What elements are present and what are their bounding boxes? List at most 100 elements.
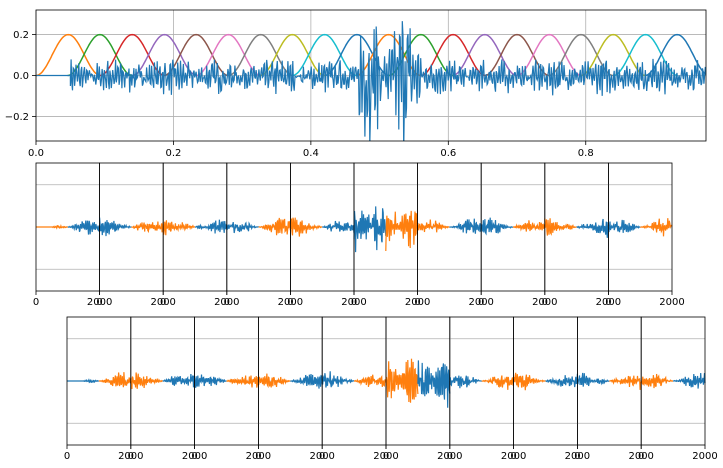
x-tick-label: 0 xyxy=(414,297,420,308)
x-tick-label: 0 xyxy=(478,297,484,308)
x-tick-label: 0.2 xyxy=(165,148,181,159)
x-tick-label: 2000 xyxy=(87,297,112,308)
segment-axes: 0 2000 xyxy=(224,162,303,308)
segment-axes: 0 2000 xyxy=(574,316,654,462)
segment-signal xyxy=(417,360,451,408)
segment-signal xyxy=(673,372,706,389)
x-tick-label: 0 xyxy=(287,297,293,308)
signal-line xyxy=(36,21,706,141)
x-tick-label: 2000 xyxy=(309,451,334,462)
x-tick-label: 2000 xyxy=(501,451,526,462)
x-tick-label: 0 xyxy=(319,451,325,462)
x-tick-label: 2000 xyxy=(373,451,398,462)
top-chart: 0.0 0.2 0.4 0.6 0.8 0.2 0.0 −0.2 xyxy=(5,9,707,159)
segment-signal xyxy=(162,373,195,388)
y-tick-label: 0.2 xyxy=(13,30,29,41)
segment-signal xyxy=(98,372,132,388)
segment-signal xyxy=(449,218,482,234)
x-tick-label: 0 xyxy=(64,451,70,462)
window-curve xyxy=(132,33,197,77)
segment-signal xyxy=(480,217,514,236)
x-tick-label: 0 xyxy=(351,297,357,308)
segment-signal xyxy=(639,218,673,237)
segment-axes: 0 2000 xyxy=(478,162,558,308)
x-tick-label: 0 xyxy=(638,451,644,462)
segment-signal xyxy=(353,374,387,388)
window-curve xyxy=(292,33,357,77)
segment-axes: 0 2000 xyxy=(191,316,271,462)
x-tick-label: 0 xyxy=(447,451,453,462)
x-tick-label: 0.4 xyxy=(303,148,319,159)
segment-signal xyxy=(607,219,641,233)
segment-frame xyxy=(640,316,706,446)
x-tick-label: 2000 xyxy=(532,297,557,308)
segment-signal xyxy=(449,375,482,389)
x-tick-label: 2000 xyxy=(692,451,717,462)
segment-signal xyxy=(512,220,546,232)
x-tick-label: 2000 xyxy=(659,297,684,308)
segment-signal xyxy=(226,221,259,234)
segment-signal xyxy=(99,217,132,237)
x-tick-label: 2000 xyxy=(118,451,143,462)
segment-signal xyxy=(194,219,228,234)
segment-signal xyxy=(385,210,419,252)
segment-signal xyxy=(544,218,577,236)
x-tick-label: 0 xyxy=(191,451,197,462)
x-tick-label: 0 xyxy=(605,297,611,308)
axes-frame xyxy=(35,9,707,142)
segment-signal xyxy=(194,374,227,388)
segment-signal xyxy=(417,219,450,233)
segment-signal xyxy=(290,373,323,389)
segment-signal xyxy=(67,378,99,384)
segment-signal xyxy=(481,375,515,390)
x-tick-label: 2000 xyxy=(468,297,493,308)
segment-axes: 0 2000 xyxy=(605,162,685,308)
x-tick-label: 2000 xyxy=(596,297,621,308)
segment-signal xyxy=(609,375,642,390)
segment-axes: 0 2000 xyxy=(96,162,176,308)
x-tick-label: 0 xyxy=(160,297,166,308)
segment-axes: 0 2000 xyxy=(64,316,144,462)
window-curve xyxy=(580,33,646,77)
segment-axes: 0 2000 xyxy=(638,316,718,462)
y-tick-label: 0.0 xyxy=(13,71,29,82)
segment-signal xyxy=(385,358,419,403)
x-tick-label: 2000 xyxy=(405,297,430,308)
segment-signal xyxy=(130,372,163,390)
segment-signal xyxy=(576,372,610,387)
x-tick-label: 0.8 xyxy=(578,148,594,159)
segment-signal xyxy=(640,373,674,389)
window-curve xyxy=(99,33,165,77)
x-tick-label: 0.6 xyxy=(440,148,456,159)
segment-signal xyxy=(353,206,387,253)
x-tick-label: 0 xyxy=(383,451,389,462)
segment-signal xyxy=(67,220,101,235)
segment-axes: 0 2000 xyxy=(510,316,590,462)
segment-signal xyxy=(36,223,68,230)
y-tick-label: −0.2 xyxy=(5,112,29,123)
segment-axes: 0 2000 xyxy=(447,316,526,462)
x-tick-label: 2000 xyxy=(246,451,271,462)
x-tick-label: 2000 xyxy=(565,451,590,462)
x-tick-label: 2000 xyxy=(437,451,462,462)
x-tick-label: 0 xyxy=(96,297,102,308)
x-tick-label: 0 xyxy=(255,451,261,462)
segment-signal xyxy=(322,220,355,234)
x-tick-label: 2000 xyxy=(278,297,303,308)
x-tick-label: 0 xyxy=(574,451,580,462)
segment-frame xyxy=(608,162,673,292)
segment-signal xyxy=(321,371,355,388)
window-curve xyxy=(196,33,261,77)
segment-signal xyxy=(257,373,291,389)
window-curve xyxy=(259,33,325,77)
plot-area xyxy=(36,21,706,141)
x-tick-label: 2000 xyxy=(214,297,239,308)
segment-signal xyxy=(226,375,259,388)
x-tick-label: 0 xyxy=(510,451,516,462)
x-tick-label: 0 xyxy=(542,297,548,308)
window-curve xyxy=(36,33,101,77)
segment-signal xyxy=(576,218,609,238)
